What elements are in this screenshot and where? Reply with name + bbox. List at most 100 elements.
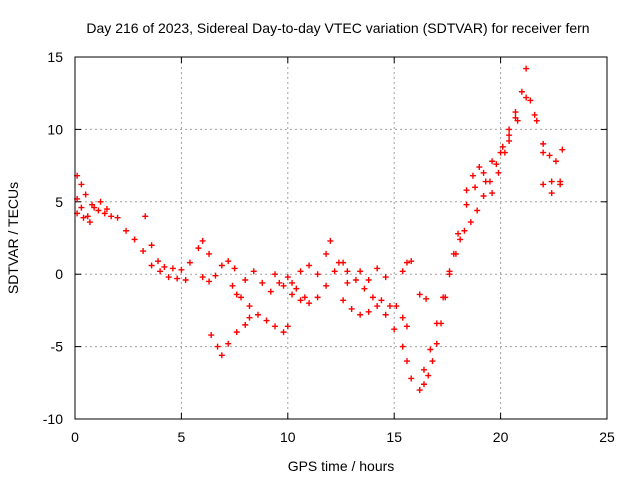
data-point	[108, 213, 115, 220]
data-point	[293, 285, 300, 292]
data-point	[263, 317, 270, 324]
data-point	[225, 258, 232, 265]
data-point	[518, 88, 525, 95]
data-point	[231, 265, 238, 272]
data-point	[352, 276, 359, 283]
data-point	[378, 297, 385, 304]
data-point	[433, 340, 440, 347]
series-track-h	[229, 282, 291, 336]
data-point	[540, 149, 547, 156]
data-point	[280, 282, 287, 289]
data-points	[74, 65, 566, 394]
data-point	[182, 276, 189, 283]
x-tick-label: 5	[178, 429, 186, 445]
y-tick-label: 15	[47, 49, 63, 65]
data-point	[250, 268, 257, 275]
data-point	[114, 214, 121, 221]
data-point	[229, 282, 236, 289]
data-point	[382, 274, 389, 281]
data-point	[301, 294, 308, 301]
data-point	[391, 326, 398, 333]
data-point	[433, 320, 440, 327]
data-point	[393, 303, 400, 310]
data-point	[289, 279, 296, 286]
data-point	[233, 291, 240, 298]
data-point	[489, 190, 496, 197]
data-point	[242, 276, 249, 283]
data-point	[174, 275, 181, 282]
series-track-y	[540, 181, 564, 197]
data-point	[365, 276, 372, 283]
series-track-g	[208, 314, 253, 359]
data-point	[246, 303, 253, 310]
x-tick-label: 20	[493, 429, 509, 445]
data-point	[440, 294, 447, 301]
data-point	[463, 187, 470, 194]
data-point	[446, 268, 453, 275]
data-point	[523, 94, 530, 101]
y-tick-label: 10	[47, 121, 63, 137]
x-tick-label: 10	[280, 429, 296, 445]
data-point	[493, 161, 500, 168]
data-point	[403, 323, 410, 330]
data-point	[512, 109, 519, 116]
data-point	[540, 181, 547, 188]
data-point	[463, 201, 470, 208]
data-point	[178, 266, 185, 273]
data-point	[523, 65, 530, 72]
data-point	[218, 262, 225, 269]
data-point	[416, 387, 423, 394]
data-point	[480, 169, 487, 176]
series-track-f	[199, 258, 238, 285]
data-point	[297, 268, 304, 275]
data-point	[206, 250, 213, 257]
data-point	[142, 213, 149, 220]
data-point	[259, 279, 266, 286]
y-tick-labels: 15 10 5 0 -5 -10	[43, 49, 63, 427]
data-point	[306, 262, 313, 269]
series-track-k	[289, 237, 351, 286]
data-point	[403, 259, 410, 266]
data-point	[272, 323, 279, 330]
data-point	[225, 340, 232, 347]
data-point	[276, 279, 283, 286]
data-point	[423, 295, 430, 302]
grid-lines	[75, 57, 607, 419]
data-point	[195, 245, 202, 252]
data-point	[540, 140, 547, 147]
data-point	[297, 297, 304, 304]
data-point	[199, 237, 206, 244]
data-point	[272, 271, 279, 278]
data-point	[546, 152, 553, 159]
data-point	[84, 213, 91, 220]
x-tick-label: 25	[599, 429, 615, 445]
x-tick-label: 0	[71, 429, 79, 445]
data-point	[284, 274, 291, 281]
data-point	[474, 207, 481, 214]
data-point	[280, 329, 287, 336]
data-point	[506, 132, 513, 139]
data-point	[461, 227, 468, 234]
series-track-t	[416, 291, 430, 302]
data-point	[95, 207, 102, 214]
data-point	[78, 181, 85, 188]
data-point	[455, 230, 462, 237]
data-point	[399, 268, 406, 275]
data-point	[237, 294, 244, 301]
data-point	[214, 343, 221, 350]
data-point	[103, 206, 110, 213]
data-point	[548, 178, 555, 185]
data-point	[427, 346, 434, 353]
data-point	[374, 265, 381, 272]
data-point	[482, 178, 489, 185]
data-point	[101, 210, 108, 217]
data-point	[131, 236, 138, 243]
data-point	[246, 314, 253, 321]
data-point	[242, 321, 249, 328]
data-point	[467, 219, 474, 226]
data-point	[552, 158, 559, 165]
y-tick-label: -10	[43, 411, 63, 427]
data-point	[344, 279, 351, 286]
x-tick-labels: 0 5 10 15 20 25	[71, 429, 615, 445]
